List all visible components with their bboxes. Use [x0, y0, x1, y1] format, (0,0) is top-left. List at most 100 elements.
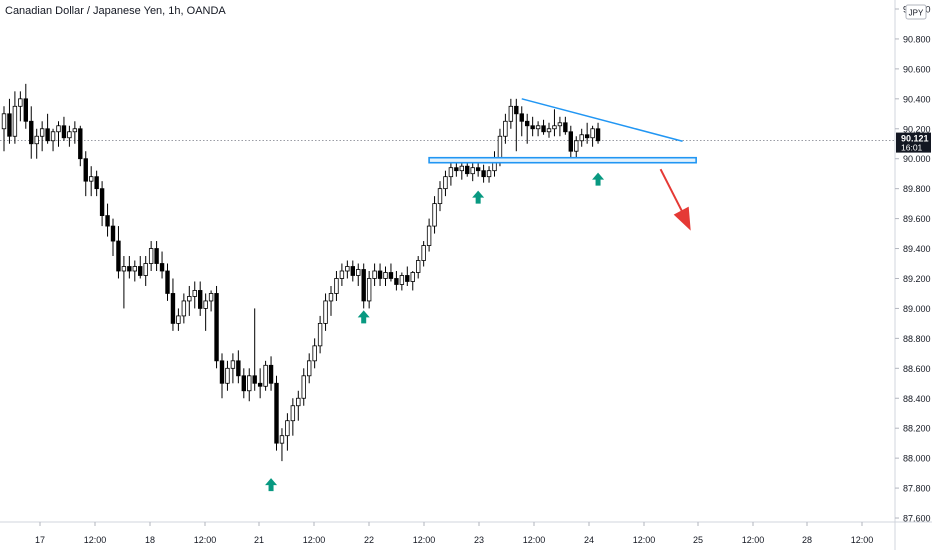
- candle: [356, 263, 361, 286]
- candle-body: [176, 315, 181, 324]
- candle: [121, 256, 127, 309]
- candle-body: [219, 360, 225, 384]
- candle-body: [121, 266, 127, 272]
- candle: [306, 353, 312, 384]
- candle: [61, 116, 67, 141]
- candle: [263, 360, 268, 391]
- candle-body: [459, 165, 464, 172]
- candle-body: [78, 128, 83, 160]
- candle-body: [72, 128, 78, 133]
- candle: [110, 218, 116, 257]
- candle-body: [241, 375, 246, 392]
- candle: [312, 338, 317, 369]
- candle: [535, 121, 541, 137]
- candle-body: [236, 360, 241, 377]
- candle-body: [475, 167, 481, 172]
- candle-body: [339, 270, 345, 279]
- candle: [584, 122, 590, 144]
- last-price-badge: [896, 132, 931, 153]
- candle: [197, 281, 203, 316]
- candle-body: [105, 215, 110, 227]
- time-tick-label: 12:00: [633, 535, 656, 545]
- candle: [181, 293, 187, 324]
- candle-body: [377, 270, 383, 279]
- candle-body: [574, 140, 579, 152]
- candle-body: [132, 266, 137, 272]
- candle-body: [383, 272, 388, 279]
- candle: [252, 308, 257, 391]
- time-tick-label: 18: [145, 535, 155, 545]
- candle: [279, 428, 285, 462]
- countdown-label: 16:01: [901, 143, 923, 153]
- candle-body: [192, 290, 197, 297]
- candle: [230, 353, 236, 384]
- candle: [437, 181, 443, 212]
- candle: [590, 125, 595, 147]
- up-arrow-icon: [265, 478, 278, 492]
- candle-body: [257, 382, 263, 387]
- price-tick-label: 89.800: [903, 184, 931, 194]
- candle: [78, 125, 83, 167]
- candle: [165, 263, 170, 301]
- candle: [208, 290, 214, 312]
- candle-body: [317, 322, 323, 347]
- candle: [159, 251, 165, 279]
- candle-body: [290, 405, 296, 422]
- price-tick-label: 90.200: [903, 124, 931, 134]
- candle: [525, 113, 530, 144]
- candle-body: [203, 300, 208, 309]
- candle: [132, 260, 137, 282]
- candle: [1, 106, 7, 152]
- candle-body: [454, 167, 459, 172]
- candle: [345, 260, 350, 279]
- candle-body: [306, 360, 312, 377]
- candle: [225, 360, 230, 391]
- candles: [1, 83, 601, 462]
- candle: [143, 256, 148, 286]
- up-arrow-icon: [592, 172, 605, 186]
- candle-body: [18, 98, 23, 107]
- candle-body: [165, 270, 170, 294]
- candle-body: [421, 245, 426, 261]
- time-tick-label: 24: [584, 535, 594, 545]
- candle-body: [148, 248, 154, 264]
- candle-body: [61, 125, 67, 139]
- candle: [377, 263, 383, 286]
- time-axis[interactable]: 17 12:00 18 12:00 21 12:00 22 12:00 23 12:00 24 12:…: [35, 522, 873, 545]
- candle-body: [39, 128, 45, 137]
- candle: [514, 98, 519, 152]
- candle-body: [372, 270, 377, 279]
- price-axis[interactable]: 91.00090.80090.60090.40090.20090.00089.8…: [895, 4, 931, 524]
- candle-body: [285, 420, 290, 437]
- candle-body: [568, 131, 573, 152]
- down-arrow-shaft: [659, 168, 686, 218]
- candle: [508, 98, 514, 129]
- candle-body: [50, 131, 56, 142]
- candle: [214, 285, 219, 369]
- candle: [105, 203, 110, 237]
- time-tick-label: 21: [254, 535, 264, 545]
- candle: [421, 241, 426, 267]
- price-tick-label: 88.600: [903, 364, 931, 374]
- candle-body: [410, 272, 415, 282]
- candle: [568, 125, 573, 159]
- candle-body: [263, 364, 268, 387]
- time-tick-label: 23: [474, 535, 484, 545]
- candle-body: [399, 275, 405, 285]
- candle: [530, 116, 535, 137]
- candle: [89, 166, 94, 197]
- candle-body: [481, 170, 486, 178]
- candle-body: [268, 364, 274, 384]
- candle-body: [541, 125, 546, 133]
- candle-body: [405, 275, 410, 282]
- candle: [7, 98, 12, 144]
- support-zone: [428, 156, 697, 164]
- candle: [503, 113, 508, 144]
- candle: [56, 121, 61, 147]
- candle-body: [443, 176, 448, 190]
- candle-body: [23, 98, 28, 122]
- candle-body: [388, 272, 394, 279]
- candle-body: [530, 125, 535, 130]
